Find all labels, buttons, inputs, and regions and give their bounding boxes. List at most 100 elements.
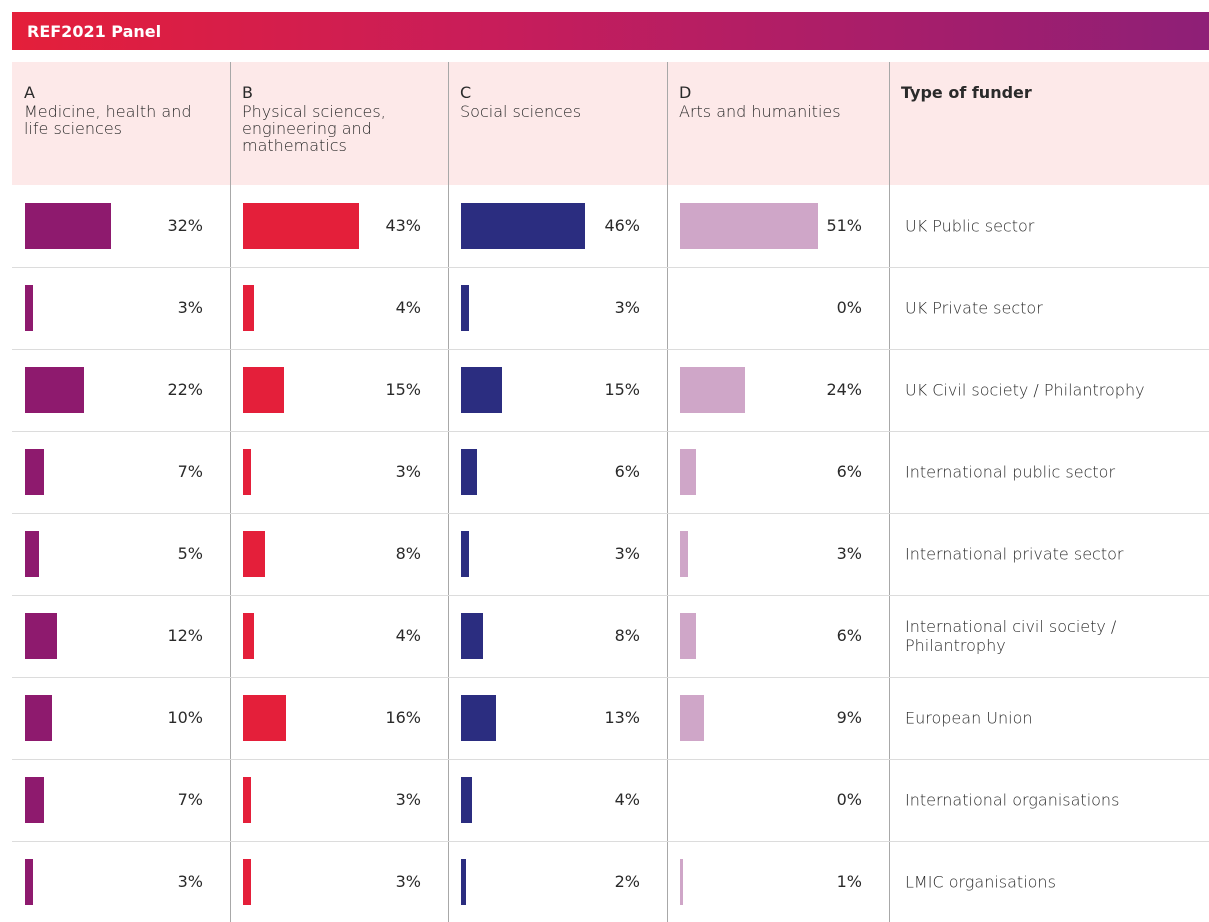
value-label: 0% [836, 790, 862, 809]
bar [461, 859, 467, 905]
panel-name: Arts and humanities [679, 102, 841, 121]
funder-label: International public sector [905, 462, 1116, 482]
value-label: 6% [836, 462, 862, 481]
bar [461, 777, 472, 823]
panel-letter: C [460, 83, 472, 102]
value-label: 46% [604, 216, 640, 235]
funder-label: European Union [905, 708, 1033, 728]
value-label: 3% [177, 872, 203, 891]
bar [461, 695, 497, 741]
bar [461, 449, 478, 495]
value-label: 22% [167, 380, 203, 399]
value-label: 3% [177, 298, 203, 317]
header-row [12, 62, 1209, 185]
bar [243, 613, 254, 659]
panel-name: Physical sciences, engineering and mathe… [242, 102, 386, 155]
bar [25, 367, 85, 413]
row-divider [12, 759, 1209, 760]
bar [243, 859, 252, 905]
value-label: 5% [177, 544, 203, 563]
value-label: 15% [604, 380, 640, 399]
row-divider [12, 841, 1209, 842]
column-header: A Medicine, health and life sciences [12, 62, 230, 185]
value-label: 3% [395, 790, 421, 809]
bar [243, 531, 265, 577]
bar [25, 449, 44, 495]
title-bar: REF2021 Panel [12, 12, 1209, 50]
bar [680, 203, 818, 249]
value-label: 3% [395, 462, 421, 481]
row-divider [12, 431, 1209, 432]
value-label: 6% [614, 462, 640, 481]
row-divider [12, 349, 1209, 350]
funder-label: International organisations [905, 790, 1120, 810]
value-label: 3% [836, 544, 862, 563]
funder-label: UK Public sector [905, 216, 1035, 236]
bar [25, 777, 44, 823]
bar [680, 613, 697, 659]
value-label: 4% [614, 790, 640, 809]
value-label: 13% [604, 708, 640, 727]
funder-label: LMIC organisations [905, 872, 1056, 892]
value-label: 3% [395, 872, 421, 891]
bar [680, 367, 745, 413]
panel-name: Medicine, health and life sciences [24, 102, 192, 138]
bar [461, 203, 586, 249]
panel-letter: B [242, 83, 253, 102]
bar [680, 449, 697, 495]
column-divider [230, 62, 231, 922]
value-label: 10% [167, 708, 203, 727]
bar [25, 203, 112, 249]
value-label: 3% [614, 298, 640, 317]
column-divider [889, 62, 890, 922]
column-header: B Physical sciences, engineering and math… [230, 62, 448, 185]
value-label: 4% [395, 626, 421, 645]
value-label: 7% [177, 462, 203, 481]
column-divider [448, 62, 449, 922]
value-label: 43% [385, 216, 421, 235]
value-label: 2% [614, 872, 640, 891]
bar [25, 613, 58, 659]
value-label: 51% [826, 216, 862, 235]
value-label: 16% [385, 708, 421, 727]
bar [461, 531, 470, 577]
value-label: 0% [836, 298, 862, 317]
value-label: 4% [395, 298, 421, 317]
value-label: 1% [836, 872, 862, 891]
funder-label: UK Private sector [905, 298, 1043, 318]
bar [25, 285, 34, 331]
value-label: 6% [836, 626, 862, 645]
bar [25, 695, 52, 741]
panel-name: Social sciences [460, 102, 582, 121]
bar [25, 859, 34, 905]
value-label: 15% [385, 380, 421, 399]
bar [461, 285, 470, 331]
bar [243, 777, 252, 823]
funder-label: International private sector [905, 544, 1124, 564]
value-label: 32% [167, 216, 203, 235]
row-divider [12, 267, 1209, 268]
value-label: 12% [167, 626, 203, 645]
bar [25, 531, 39, 577]
panel-letter: D [679, 83, 692, 102]
bar [461, 613, 483, 659]
row-divider [12, 595, 1209, 596]
bar [680, 695, 705, 741]
row-divider [12, 513, 1209, 514]
column-header: Type of funder [901, 83, 1032, 102]
bar [680, 859, 683, 905]
bar [243, 285, 254, 331]
funder-label: International civil society / Philantrop… [905, 617, 1117, 655]
bar [243, 695, 287, 741]
panel-letter: A [24, 83, 35, 102]
bar [243, 367, 284, 413]
bar [243, 449, 252, 495]
row-divider [12, 677, 1209, 678]
column-header: D Arts and humanities [667, 62, 889, 185]
value-label: 24% [826, 380, 862, 399]
bar [680, 531, 689, 577]
column-header: C Social sciences [448, 62, 667, 185]
bar [243, 203, 360, 249]
column-divider [667, 62, 668, 922]
